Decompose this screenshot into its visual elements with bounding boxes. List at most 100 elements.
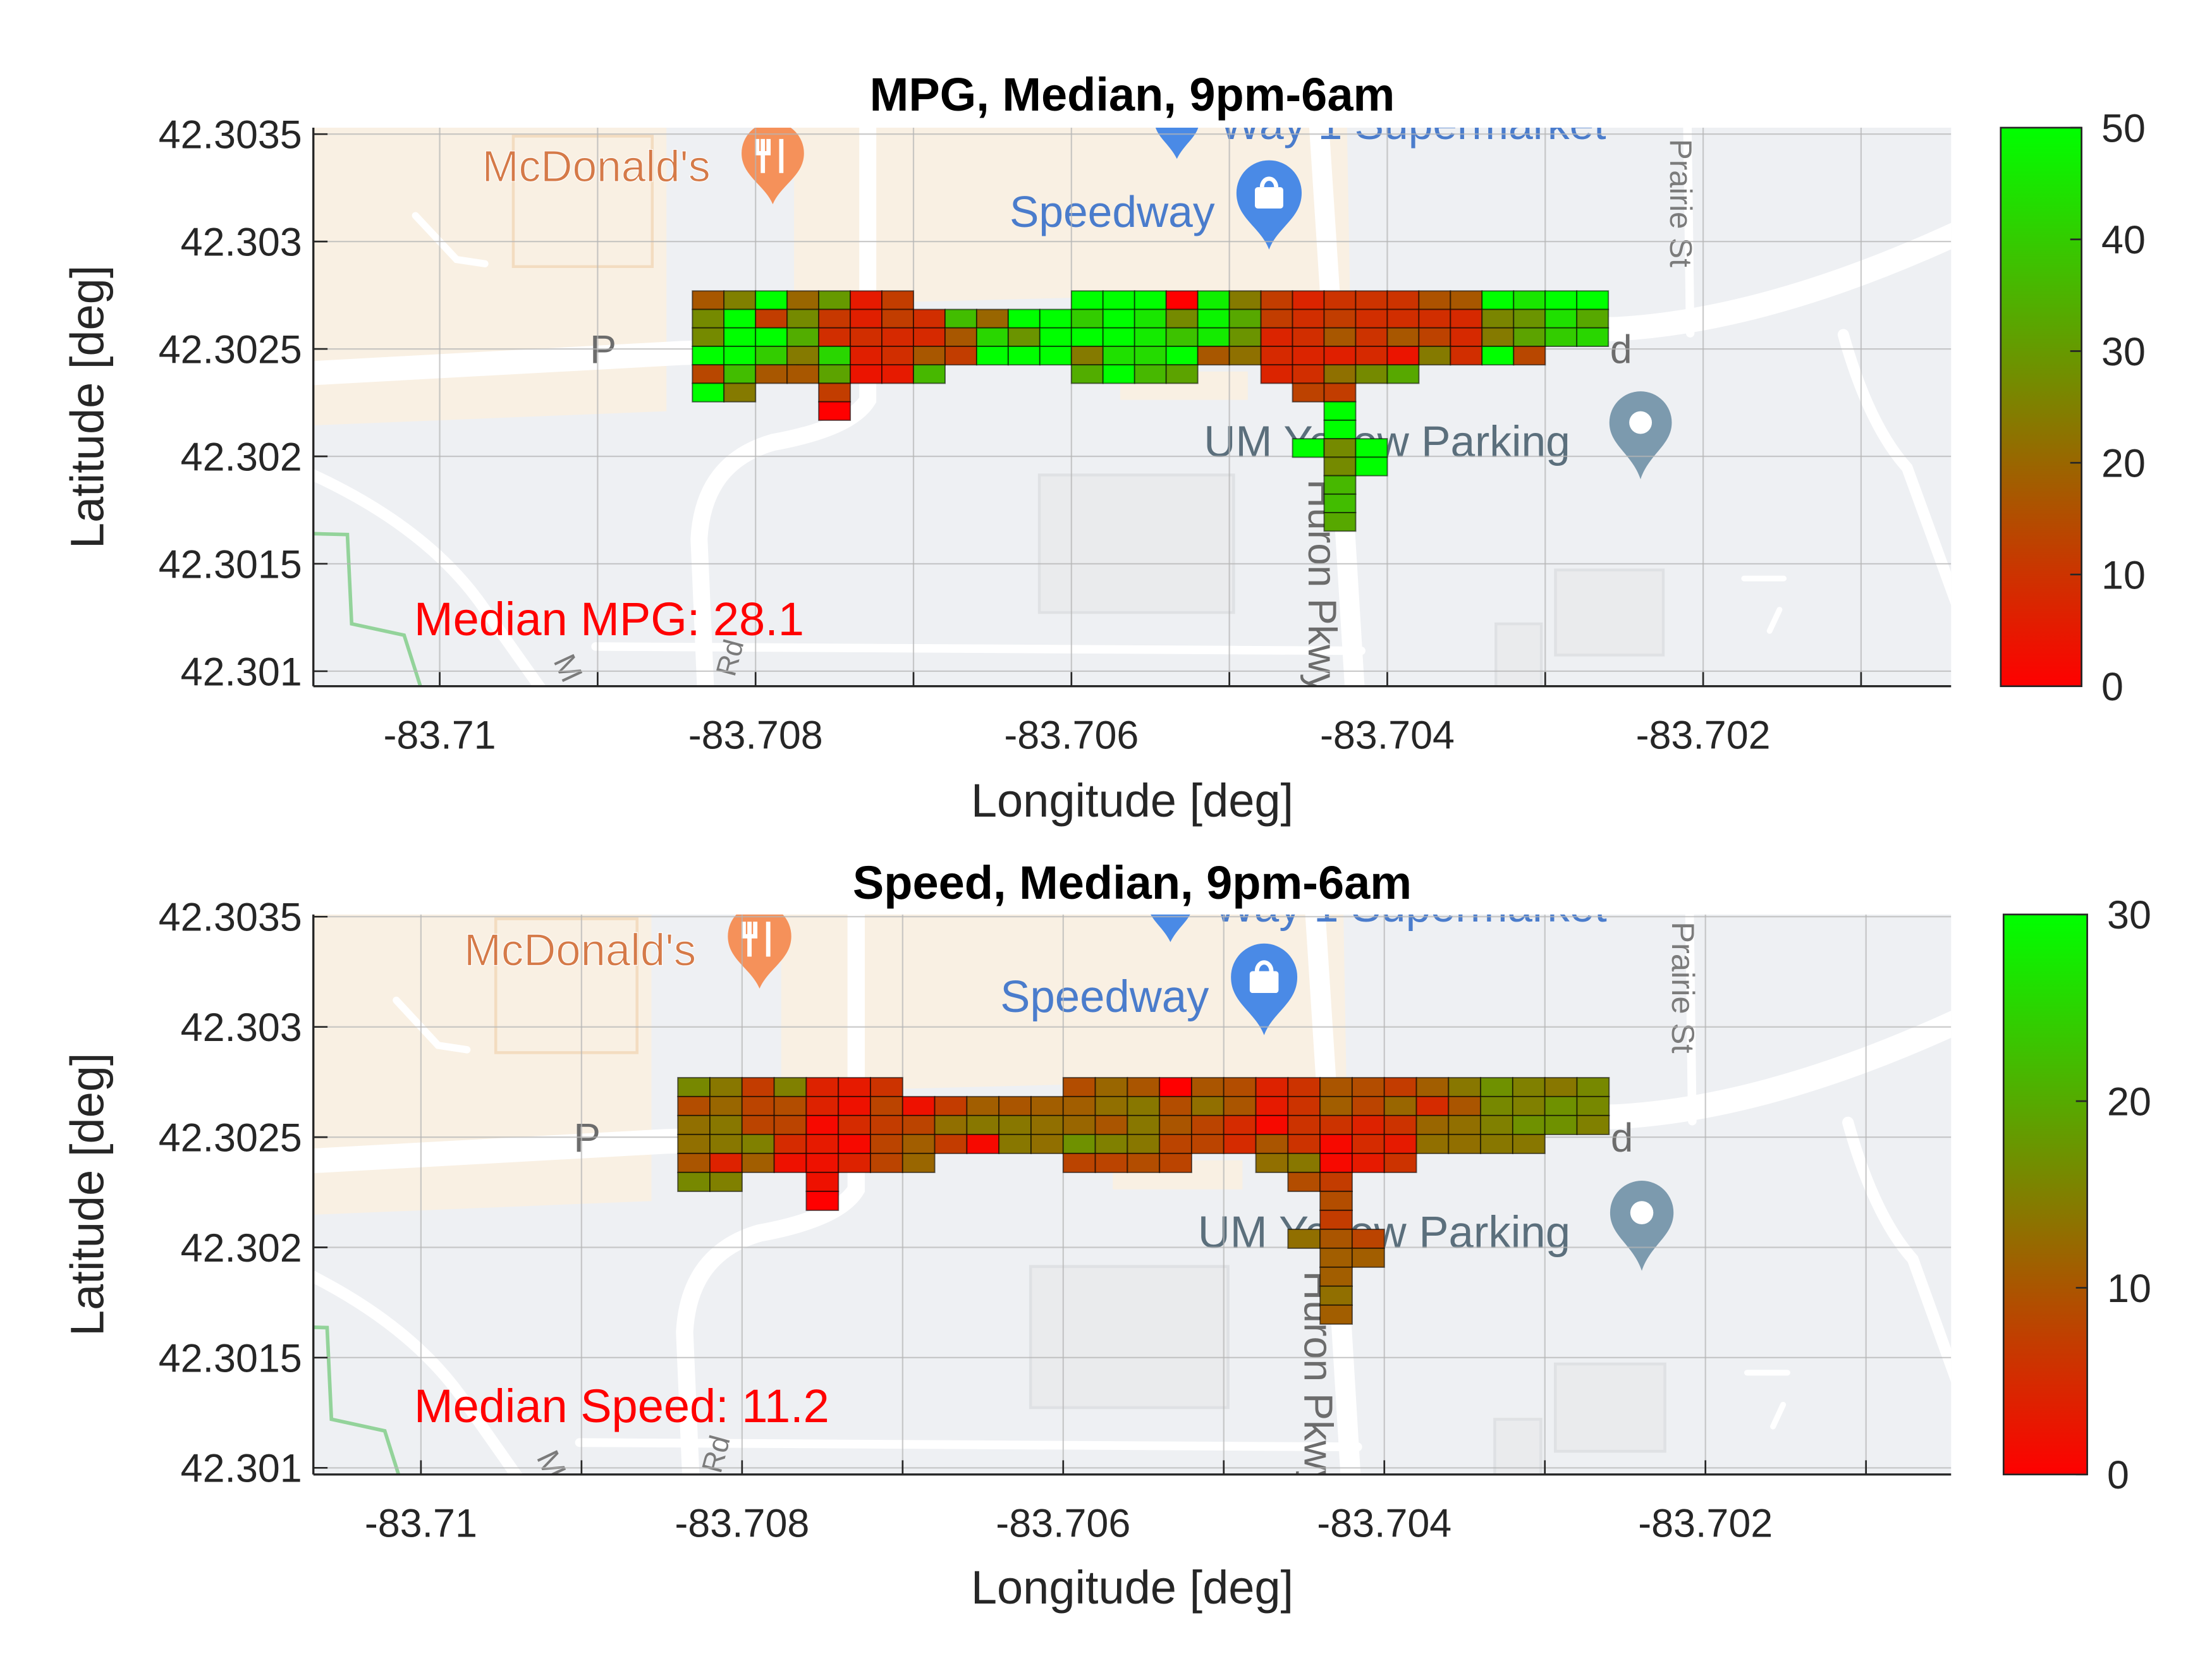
heatmap-cell xyxy=(838,1076,872,1097)
heatmap-cell xyxy=(1287,1114,1321,1135)
colorbar-gradient xyxy=(2002,913,2088,1476)
heatmap-cell xyxy=(934,1095,968,1116)
heatmap-cell xyxy=(1039,345,1072,366)
heatmap-cell xyxy=(1415,1133,1450,1154)
heatmap-cell xyxy=(1323,456,1357,477)
road-east xyxy=(1837,329,1952,606)
building xyxy=(1554,568,1665,657)
heatmap-cell xyxy=(692,327,725,348)
heatmap-cell xyxy=(1319,1171,1353,1192)
restaurant-pin-icon xyxy=(728,914,791,989)
y-axis-label: Latitude [deg] xyxy=(61,265,114,549)
heatmap-cell xyxy=(677,1076,711,1097)
heatmap-cell xyxy=(1190,1076,1225,1097)
heatmap-cell xyxy=(1480,1076,1513,1097)
road-plymouth xyxy=(313,222,1952,386)
heatmap-cell xyxy=(1319,1304,1353,1325)
heatmap-cell xyxy=(1070,327,1104,348)
y-tick-label: 42.303 xyxy=(181,1006,302,1050)
heatmap-cell xyxy=(1190,1133,1225,1154)
heatmap-cell xyxy=(1418,308,1451,329)
heatmap-cell xyxy=(1323,327,1357,348)
heatmap-cell xyxy=(1576,308,1610,329)
colorbar-tick-label: 20 xyxy=(2101,442,2146,486)
heatmap-cell xyxy=(1355,308,1388,329)
heatmap-cell xyxy=(741,1152,775,1173)
heatmap-cell xyxy=(741,1076,775,1097)
heatmap-cell xyxy=(1223,1133,1257,1154)
heatmap-cell xyxy=(1292,364,1325,384)
heatmap-cell xyxy=(1197,345,1230,366)
heatmap-cell xyxy=(1383,1076,1417,1097)
heatmap-cell xyxy=(1062,1095,1096,1116)
heatmap-cell xyxy=(1450,345,1483,366)
map-label-supermarket: Way 1 Supermarket xyxy=(1219,99,1606,149)
heatmap-cell xyxy=(818,382,852,403)
map-label-speedway: Speedway xyxy=(1010,187,1215,236)
heatmap-cell xyxy=(1323,475,1357,495)
heatmap xyxy=(692,290,1610,532)
heatmap-cell xyxy=(1512,1095,1546,1116)
heatmap-cell xyxy=(1260,364,1293,384)
heatmap-cell xyxy=(1512,1076,1546,1097)
heatmap-cell xyxy=(1576,1114,1610,1135)
heatmap-cell xyxy=(1127,1133,1161,1154)
heatmap-cell xyxy=(998,1133,1032,1154)
heatmap-cell xyxy=(1292,290,1325,310)
map-label-speedway: Speedway xyxy=(1000,972,1209,1022)
y-tick-label: 42.3025 xyxy=(159,1116,302,1160)
heatmap-cell xyxy=(1544,290,1578,310)
heatmap-cell xyxy=(1351,1247,1385,1268)
heatmap-cell xyxy=(975,345,1009,366)
heatmap-cell xyxy=(912,364,946,384)
heatmap-cell xyxy=(1450,327,1483,348)
heatmap-cell xyxy=(773,1133,807,1154)
heatmap-cell xyxy=(1292,438,1325,458)
heatmap-cell xyxy=(1228,308,1262,329)
colorbar-tick-label: 20 xyxy=(2107,1080,2151,1124)
heatmap-cell xyxy=(1576,327,1610,348)
heatmap-cell xyxy=(1481,345,1515,366)
bike-path xyxy=(313,532,422,686)
heatmap-cell xyxy=(692,308,725,329)
x-tick-label: -83.702 xyxy=(1638,1501,1773,1545)
heatmap-cell xyxy=(1544,1076,1578,1097)
heatmap-cell xyxy=(1287,1171,1321,1192)
heatmap-cell xyxy=(773,1114,807,1135)
heatmap-cell xyxy=(692,345,725,366)
heatmap-cell xyxy=(709,1076,743,1097)
heatmap-cell xyxy=(1319,1190,1353,1211)
heatmap-cell xyxy=(944,345,977,366)
heatmap-cell xyxy=(869,1076,903,1097)
parking-lot xyxy=(1037,473,1235,614)
heatmap-cell xyxy=(773,1095,807,1116)
heatmap-cell xyxy=(755,345,788,366)
heatmap-cell xyxy=(1480,1114,1513,1135)
heatmap-cell xyxy=(1133,327,1167,348)
heatmap-cell xyxy=(1418,327,1451,348)
heatmap-cell xyxy=(1383,1114,1417,1135)
heatmap-cell xyxy=(709,1152,743,1173)
heatmap-cell xyxy=(1323,382,1357,403)
heatmap-cell xyxy=(1287,1095,1321,1116)
parking-pin-icon xyxy=(1609,391,1672,480)
heatmap-cell xyxy=(677,1171,711,1192)
heatmap-cell xyxy=(692,364,725,384)
colorbar-tick-label: 0 xyxy=(2101,665,2123,709)
heatmap-cell xyxy=(1197,327,1230,348)
heatmap-cell xyxy=(869,1152,903,1173)
heatmap-cell xyxy=(1386,345,1420,366)
median-annotation: Median MPG: 28.1 xyxy=(414,593,804,645)
road-diagonal xyxy=(313,468,546,686)
heatmap-cell xyxy=(881,364,915,384)
heatmap-cell xyxy=(723,290,757,310)
x-axis-label: Longitude [deg] xyxy=(971,774,1293,827)
colorbar-gradient xyxy=(2000,126,2082,688)
heatmap-cell xyxy=(1070,290,1104,310)
heatmap-cell xyxy=(869,1114,903,1135)
heatmap-cell xyxy=(901,1095,936,1116)
heatmap-cell xyxy=(786,364,820,384)
x-tick-label: -83.704 xyxy=(1320,713,1455,757)
parking-pin-icon xyxy=(1610,1180,1674,1271)
